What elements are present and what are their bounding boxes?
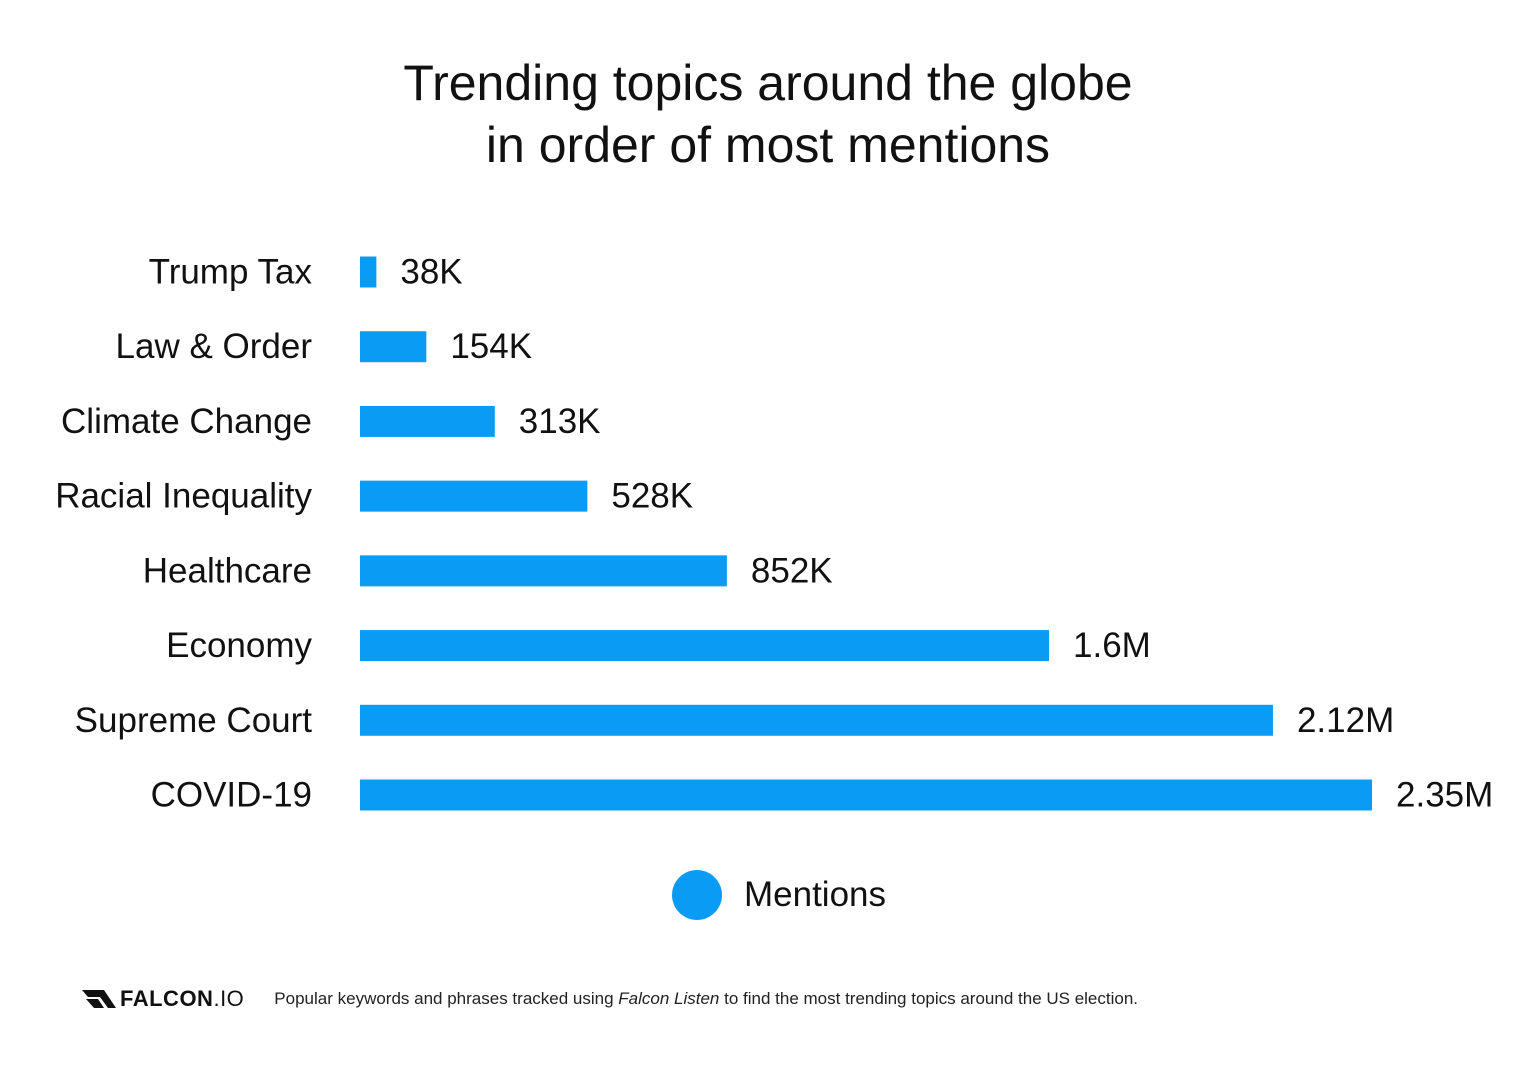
bar bbox=[360, 704, 1273, 736]
category-label: Racial Inequality bbox=[55, 477, 312, 516]
footer-note-product: Falcon Listen bbox=[618, 989, 720, 1008]
category-label: Healthcare bbox=[143, 551, 312, 590]
value-label: 38K bbox=[400, 253, 462, 292]
category-label: COVID-19 bbox=[151, 776, 312, 815]
bar bbox=[360, 480, 588, 512]
logo-text-light: .IO bbox=[213, 986, 245, 1011]
chart-title-line-2: in order of most mentions bbox=[485, 117, 1051, 173]
value-label: 852K bbox=[751, 551, 833, 590]
logo-text-bold: FALCON bbox=[120, 986, 214, 1011]
bar bbox=[360, 555, 727, 587]
category-label: Supreme Court bbox=[75, 701, 313, 740]
category-label: Economy bbox=[166, 626, 312, 665]
bar bbox=[360, 331, 427, 363]
category-label: Trump Tax bbox=[149, 253, 313, 292]
value-label: 313K bbox=[519, 402, 601, 441]
bar bbox=[360, 630, 1050, 662]
footer-note-end: to find the most trending topics around … bbox=[719, 989, 1139, 1008]
legend: Mentions bbox=[672, 870, 886, 920]
bar bbox=[360, 405, 495, 437]
footer-note-start: Popular keywords and phrases tracked usi… bbox=[274, 989, 619, 1008]
logo-text: FALCON.IO bbox=[120, 986, 244, 1012]
bar bbox=[360, 779, 1372, 811]
category-label: Climate Change bbox=[61, 402, 312, 441]
value-label: 2.35M bbox=[1396, 776, 1493, 815]
chart-title-line-1: Trending topics around the globe bbox=[403, 55, 1133, 111]
falcon-wing-icon bbox=[82, 990, 116, 1008]
bar-chart: Trump Tax 38K Law & Order 154K Climate Chang… bbox=[55, 253, 1493, 815]
footer-note: Popular keywords and phrases tracked usi… bbox=[274, 989, 1138, 1009]
legend-swatch bbox=[672, 870, 722, 920]
value-label: 528K bbox=[611, 477, 693, 516]
footer: FALCON.IO Popular keywords and phrases t… bbox=[82, 984, 1138, 1014]
bar bbox=[360, 256, 377, 288]
value-label: 154K bbox=[450, 327, 532, 366]
legend-label: Mentions bbox=[744, 875, 887, 914]
chart-title: Trending topics around the globe in orde… bbox=[0, 52, 1536, 176]
value-label: 1.6M bbox=[1073, 626, 1151, 665]
falcon-logo: FALCON.IO bbox=[82, 986, 244, 1012]
value-label: 2.12M bbox=[1297, 701, 1394, 740]
category-label: Law & Order bbox=[116, 327, 313, 366]
